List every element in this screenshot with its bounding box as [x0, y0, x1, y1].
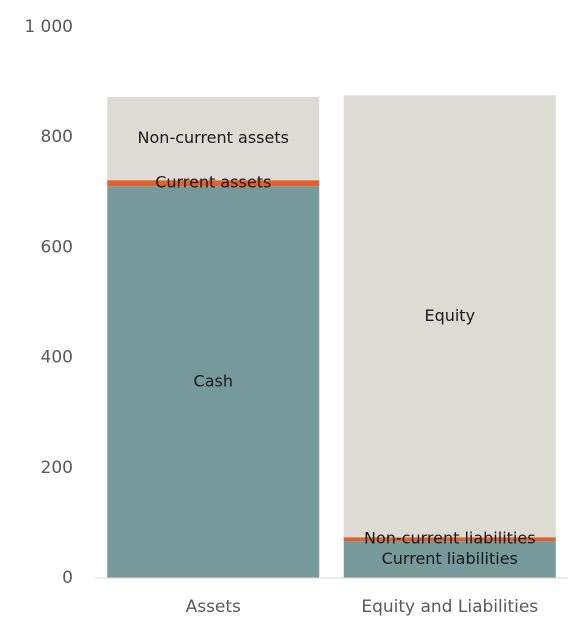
bar-segment	[343, 541, 556, 578]
bar-segment	[107, 180, 320, 187]
segment-label: Non-current liabilities	[364, 529, 536, 548]
x-tick-label: Equity and Liabilities	[361, 597, 538, 617]
segment-label: Equity	[424, 306, 475, 325]
y-tick-label: 200	[41, 458, 73, 478]
bar-segment	[107, 186, 320, 578]
bar-segment	[107, 96, 320, 181]
y-tick-label: 400	[41, 348, 73, 368]
y-tick-label: 0	[62, 568, 73, 588]
x-tick-label: Assets	[186, 597, 241, 617]
segment-label: Cash	[194, 372, 233, 391]
y-tick-label: 1 000	[24, 17, 73, 37]
y-tick-label: 800	[41, 127, 73, 147]
segment-label: Current assets	[155, 173, 271, 192]
bar-segment	[343, 537, 556, 542]
bar-segment	[343, 95, 556, 538]
segment-label: Non-current assets	[138, 128, 289, 147]
segment-label: Current liabilities	[382, 549, 518, 568]
y-tick-label: 600	[41, 237, 73, 257]
